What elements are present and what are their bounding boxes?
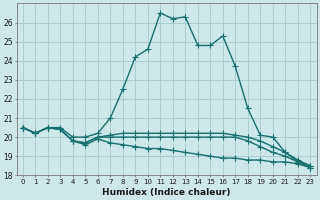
X-axis label: Humidex (Indice chaleur): Humidex (Indice chaleur): [102, 188, 231, 197]
